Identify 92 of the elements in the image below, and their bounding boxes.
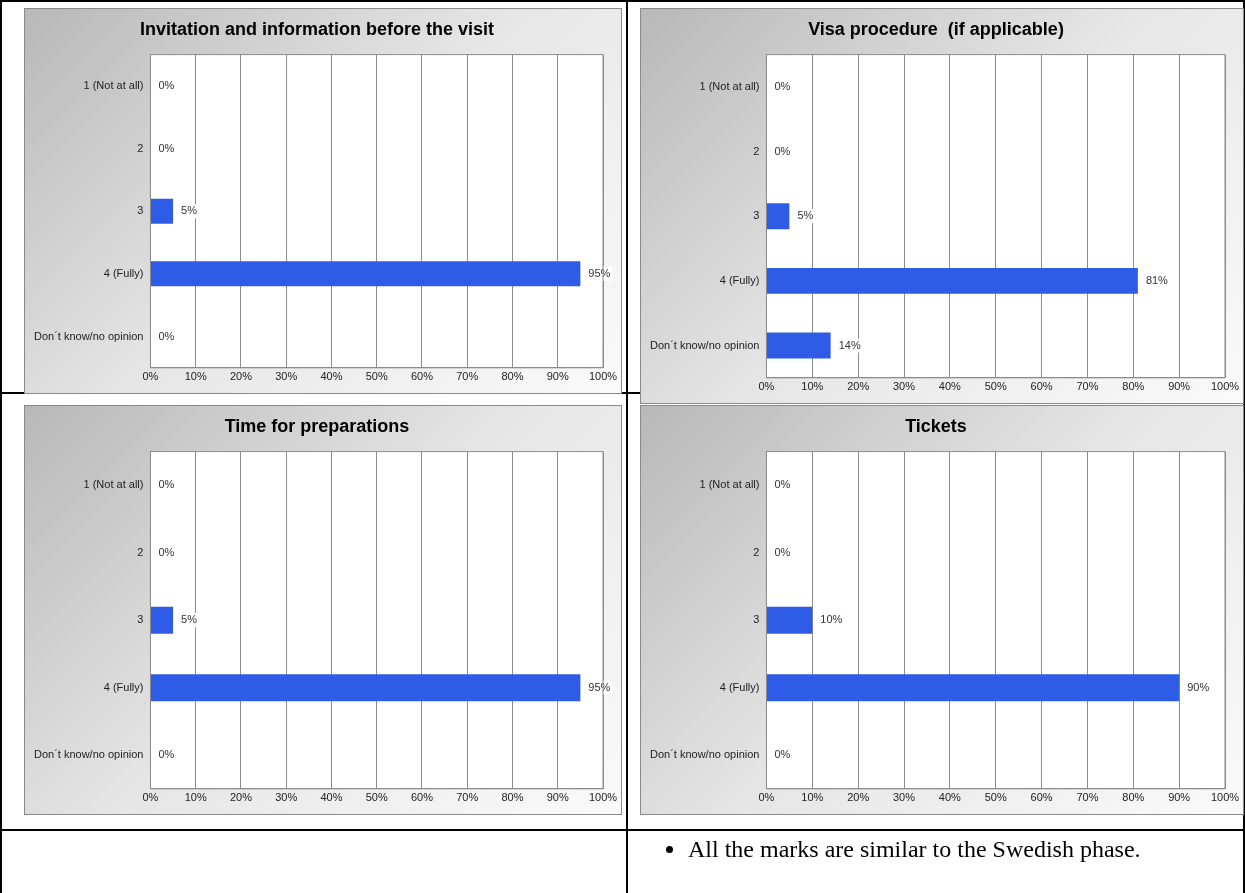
x-tick-label: 10% [184, 791, 207, 804]
x-tick-label: 100% [588, 791, 618, 804]
data-label: 0% [774, 79, 791, 92]
x-tick-label: 70% [456, 370, 479, 383]
text: All the marks are similar to the Swedish phase. [688, 836, 1141, 862]
y-tick-label: 4 (Fully) [719, 680, 760, 693]
y-tick-label: Don´t know/no opinion [33, 329, 144, 342]
y-tick-label: Don´t know/no opinion [649, 748, 760, 761]
x-tick-label: 90% [1168, 380, 1191, 393]
x-tick-label: 40% [938, 791, 962, 804]
data-label: 0% [774, 748, 791, 761]
y-tick-label: 2 [137, 141, 144, 154]
x-tick-label: 20% [847, 380, 870, 393]
data-label: 0% [774, 144, 791, 157]
x-tick-label: 50% [984, 791, 1007, 804]
y-tick-label: 3 [137, 204, 144, 217]
data-label: 95% [588, 266, 611, 279]
x-tick-label: 0% [758, 380, 775, 393]
chart-title: Invitation and information before the visit [139, 18, 495, 39]
data-label: 0% [774, 478, 791, 491]
chart-title: Visa procedure (if applicable) [808, 18, 1064, 39]
x-tick-label: 30% [893, 791, 916, 804]
bar [766, 332, 831, 359]
bar [766, 267, 1138, 294]
y-tick-label: 2 [753, 545, 760, 558]
data-label: 81% [1145, 273, 1169, 286]
y-tick-label: 3 [753, 209, 760, 222]
x-tick-label: 30% [893, 380, 916, 393]
chart-title: Time for preparations [224, 415, 410, 436]
x-tick-label: 0% [142, 791, 159, 804]
x-tick-label: 40% [320, 791, 343, 804]
y-tick-label: 2 [753, 144, 760, 157]
y-tick-label: 3 [753, 613, 760, 626]
x-tick-label: 30% [275, 370, 298, 383]
data-label: 0% [158, 329, 175, 342]
y-tick-label: Don´t know/no opinion [649, 338, 760, 351]
x-tick-label: 70% [456, 791, 479, 804]
x-tick-label: 10% [801, 380, 824, 393]
data-label: 0% [158, 78, 175, 91]
x-tick-label: 100% [1210, 791, 1240, 804]
y-tick-label: 1 (Not at all) [83, 478, 144, 491]
data-label: 0% [158, 545, 175, 558]
x-tick-label: 50% [365, 370, 388, 383]
y-tick-label: 4 (Fully) [719, 273, 760, 286]
x-tick-label: 70% [1076, 791, 1099, 804]
y-tick-label: 1 (Not at all) [83, 78, 144, 91]
y-tick-label: 1 (Not at all) [699, 79, 760, 92]
x-tick-label: 50% [365, 791, 388, 804]
y-tick-label: 3 [137, 613, 144, 626]
x-tick-label: 20% [847, 791, 870, 804]
x-tick-label: 80% [501, 370, 524, 383]
data-label: 0% [158, 748, 175, 761]
data-label: 0% [158, 478, 175, 491]
x-tick-label: 60% [1030, 380, 1053, 393]
y-tick-label: Don´t know/no opinion [33, 748, 144, 761]
x-tick-label: 90% [546, 370, 569, 383]
x-tick-label: 20% [229, 791, 253, 804]
x-tick-label: 100% [1210, 380, 1240, 393]
x-tick-label: 40% [938, 380, 962, 393]
x-tick-label: 80% [1122, 791, 1145, 804]
x-tick-label: 50% [984, 380, 1007, 393]
x-tick-label: 10% [184, 370, 207, 383]
x-tick-label: 70% [1076, 380, 1099, 393]
bar [766, 203, 790, 230]
chart-title: Tickets [905, 415, 967, 436]
data-label: 95% [588, 680, 611, 693]
x-tick-label: 0% [758, 791, 775, 804]
x-tick-label: 60% [1030, 791, 1053, 804]
x-tick-label: 30% [275, 791, 298, 804]
y-tick-label: 2 [137, 545, 144, 558]
y-tick-label: 4 (Fully) [103, 266, 144, 279]
data-label: 5% [181, 613, 198, 626]
data-label: 5% [181, 204, 198, 217]
data-label: 10% [820, 613, 843, 626]
data-label: 14% [838, 338, 861, 351]
x-tick-label: 90% [546, 791, 569, 804]
x-tick-label: 90% [1168, 791, 1191, 804]
data-label: 5% [797, 209, 814, 222]
x-tick-label: 60% [410, 791, 434, 804]
x-tick-label: 0% [142, 370, 159, 383]
x-tick-label: 40% [320, 370, 343, 383]
x-tick-label: 10% [801, 791, 824, 804]
x-tick-label: 80% [1122, 380, 1145, 393]
y-tick-label: 4 (Fully) [103, 680, 144, 693]
x-tick-label: 80% [501, 791, 524, 804]
x-tick-label: 60% [410, 370, 434, 383]
data-label: 0% [158, 141, 175, 154]
x-tick-label: 20% [229, 370, 253, 383]
data-label: 0% [774, 545, 791, 558]
y-tick-label: 1 (Not at all) [699, 478, 760, 491]
data-label: 90% [1187, 680, 1210, 693]
x-tick-label: 100% [588, 370, 618, 383]
